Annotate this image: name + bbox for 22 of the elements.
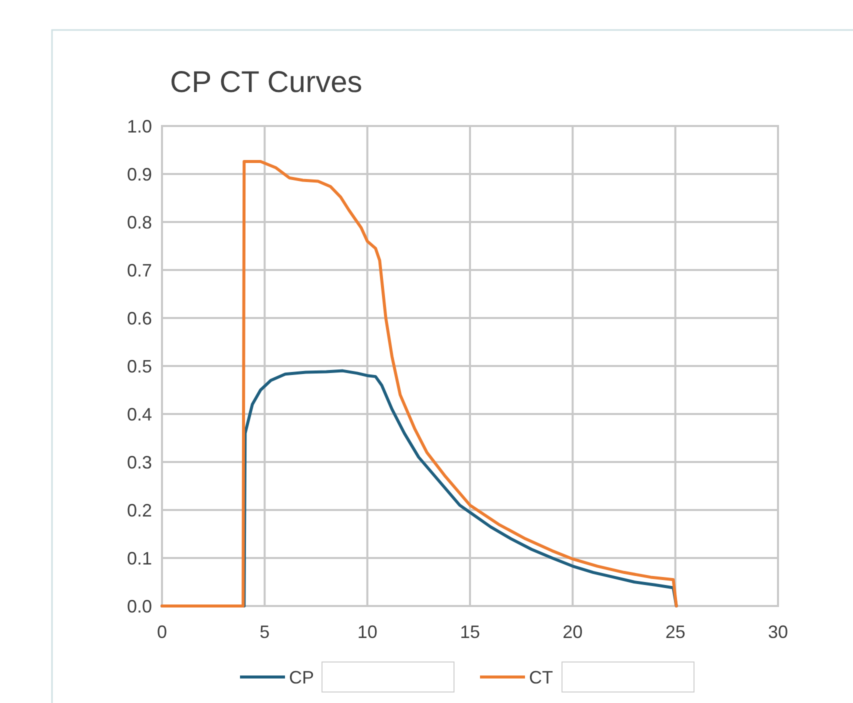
x-tick-label: 10 — [357, 622, 378, 642]
y-tick-label: 0.7 — [126, 260, 152, 280]
y-tick-label: 0.0 — [126, 596, 152, 616]
x-tick-label: 5 — [260, 622, 270, 642]
y-tick-label: 1.0 — [126, 116, 152, 136]
y-tick-label: 0.9 — [126, 164, 152, 184]
x-tick-label: 0 — [156, 622, 168, 642]
y-tick-label: 0.1 — [126, 548, 152, 568]
y-tick-label: 0.4 — [126, 404, 152, 424]
x-tick-label: 25 — [665, 622, 686, 642]
y-tick-label: 0.2 — [126, 500, 152, 520]
legend-label: CP — [289, 667, 314, 688]
y-tick-label: 0.6 — [126, 308, 152, 328]
y-tick-label: 0.5 — [126, 356, 152, 376]
line-series — [160, 160, 678, 608]
x-tick-label: 15 — [460, 622, 480, 642]
y-tick-label: 0.3 — [126, 452, 152, 472]
x-tick-label: 20 — [562, 622, 583, 642]
chart-title: CP CT Curves — [170, 66, 362, 99]
y-tick-label: 0.8 — [126, 212, 152, 232]
x-tick-label: 30 — [768, 622, 788, 642]
legend-label: CT — [529, 667, 553, 688]
